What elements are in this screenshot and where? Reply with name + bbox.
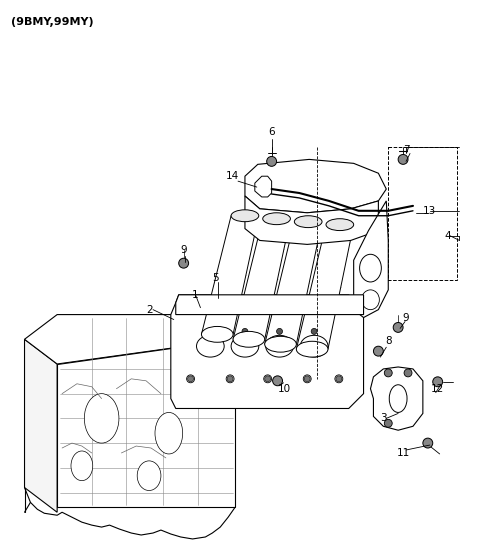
- Ellipse shape: [264, 336, 296, 352]
- Ellipse shape: [361, 290, 379, 310]
- Polygon shape: [233, 219, 290, 339]
- Text: 10: 10: [278, 384, 291, 394]
- Ellipse shape: [266, 335, 293, 357]
- Text: 12: 12: [431, 384, 444, 394]
- Text: (9BMY,99MY): (9BMY,99MY): [11, 17, 93, 27]
- Text: 7: 7: [403, 145, 409, 155]
- Circle shape: [384, 369, 392, 377]
- Polygon shape: [202, 216, 259, 334]
- Ellipse shape: [137, 461, 161, 490]
- Text: 9: 9: [180, 246, 187, 256]
- Ellipse shape: [231, 335, 259, 357]
- Text: 8: 8: [385, 336, 392, 347]
- Polygon shape: [245, 196, 378, 244]
- Text: 14: 14: [226, 171, 239, 181]
- Ellipse shape: [187, 375, 194, 383]
- Polygon shape: [245, 160, 386, 213]
- Text: 11: 11: [396, 448, 410, 458]
- Polygon shape: [24, 339, 57, 512]
- Polygon shape: [296, 225, 354, 349]
- Polygon shape: [371, 367, 423, 430]
- Circle shape: [384, 420, 392, 427]
- Ellipse shape: [303, 375, 311, 383]
- Ellipse shape: [311, 329, 317, 334]
- Circle shape: [264, 376, 271, 382]
- Ellipse shape: [242, 329, 248, 334]
- Ellipse shape: [155, 412, 183, 454]
- Circle shape: [373, 346, 384, 356]
- Ellipse shape: [296, 341, 328, 357]
- Ellipse shape: [207, 329, 213, 334]
- Ellipse shape: [326, 219, 354, 230]
- Bar: [388, 147, 457, 280]
- Text: 5: 5: [212, 273, 218, 283]
- Circle shape: [336, 376, 342, 382]
- Circle shape: [423, 438, 433, 448]
- Polygon shape: [171, 295, 363, 408]
- Text: 4: 4: [444, 230, 451, 240]
- Ellipse shape: [263, 213, 290, 225]
- Ellipse shape: [84, 393, 119, 443]
- Ellipse shape: [264, 375, 272, 383]
- Polygon shape: [57, 339, 235, 507]
- Text: 1: 1: [192, 290, 199, 300]
- Ellipse shape: [276, 329, 283, 334]
- Text: 6: 6: [268, 127, 275, 137]
- Circle shape: [227, 376, 233, 382]
- Ellipse shape: [300, 335, 328, 357]
- Circle shape: [273, 376, 283, 386]
- Text: 2: 2: [146, 305, 152, 315]
- Circle shape: [179, 258, 189, 268]
- Circle shape: [393, 323, 403, 333]
- Ellipse shape: [202, 326, 233, 342]
- Ellipse shape: [294, 216, 322, 228]
- Ellipse shape: [231, 210, 259, 222]
- Ellipse shape: [71, 451, 93, 480]
- Ellipse shape: [226, 375, 234, 383]
- Circle shape: [404, 369, 412, 377]
- Ellipse shape: [233, 331, 264, 347]
- Ellipse shape: [196, 335, 224, 357]
- Text: 13: 13: [423, 206, 436, 216]
- Circle shape: [398, 155, 408, 165]
- Circle shape: [188, 376, 193, 382]
- Circle shape: [304, 376, 310, 382]
- Circle shape: [267, 156, 276, 166]
- Ellipse shape: [335, 375, 343, 383]
- Text: 3: 3: [380, 413, 386, 424]
- Polygon shape: [176, 295, 363, 315]
- Polygon shape: [354, 201, 388, 318]
- Polygon shape: [255, 176, 272, 197]
- Text: 9: 9: [403, 312, 409, 323]
- Polygon shape: [24, 315, 235, 364]
- Polygon shape: [264, 222, 322, 344]
- Ellipse shape: [360, 254, 381, 282]
- Circle shape: [433, 377, 443, 387]
- Ellipse shape: [389, 385, 407, 412]
